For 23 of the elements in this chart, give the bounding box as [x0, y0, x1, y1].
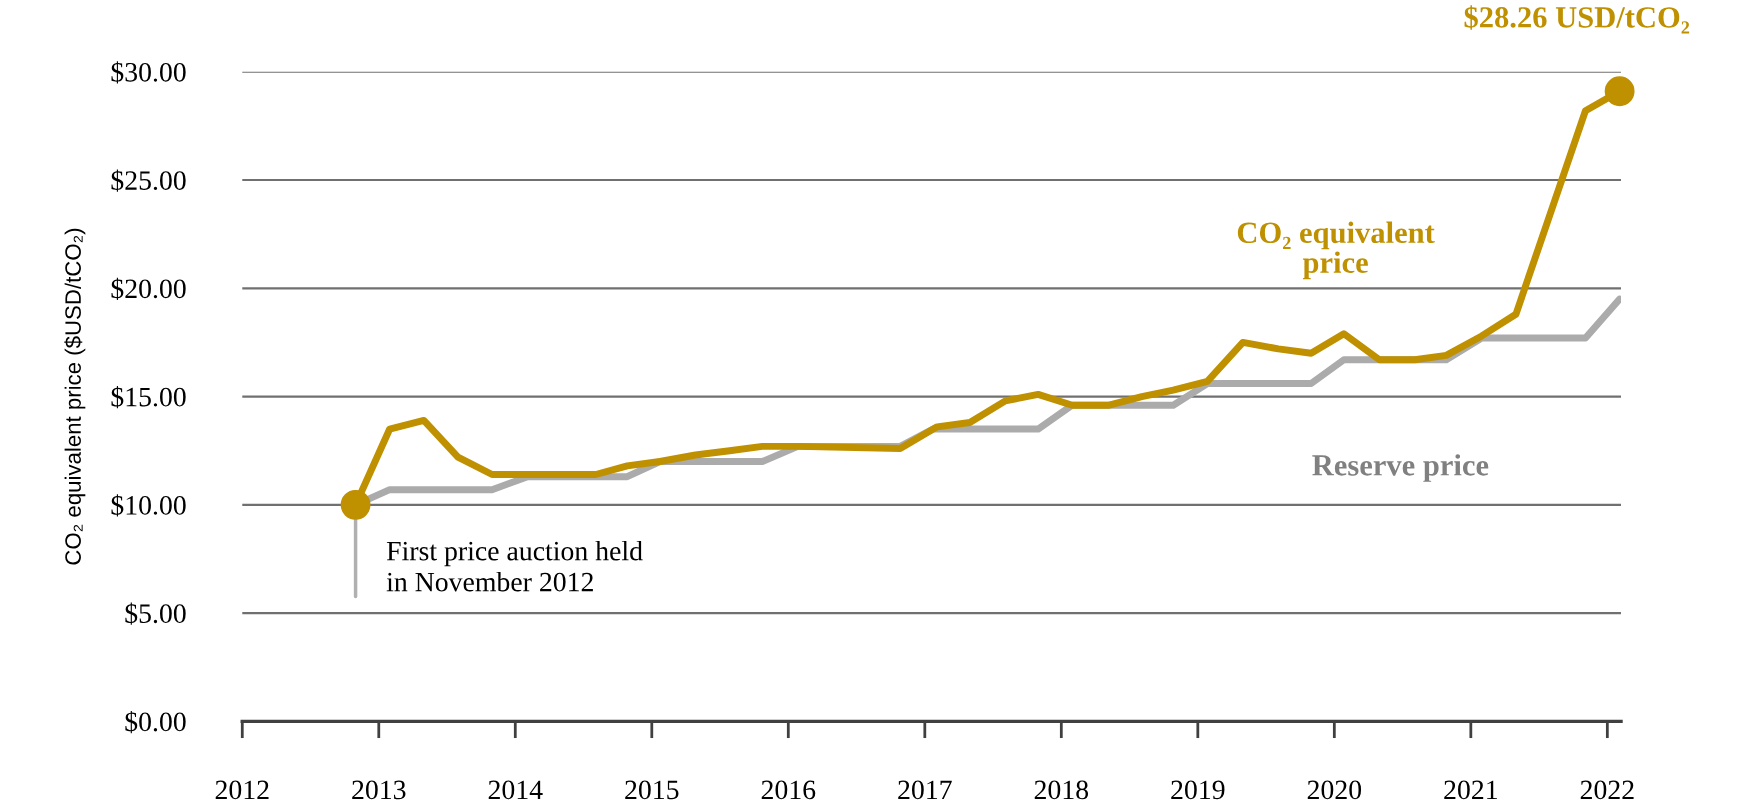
y-axis-title: CO₂ equivalent price ($USD/tCO₂) — [64, 228, 86, 565]
text: CO₂ equivalent price — [1237, 221, 1435, 280]
x-tick-label: 2019 — [1171, 780, 1225, 800]
x-tick-label: 2013 — [352, 780, 406, 800]
x-tick-label: 2014 — [488, 780, 543, 800]
y-tick-label: $5.00 — [125, 602, 186, 625]
annotation: First price auction held in November 2012 — [386, 540, 643, 592]
x-tick-label: 2018 — [1034, 780, 1089, 800]
y-tick-label: $30.00 — [111, 61, 186, 84]
x-tick-label: 2021 — [1444, 780, 1497, 800]
y-tick-label: $0.00 — [125, 710, 186, 734]
x-tick-label: 2016 — [761, 780, 816, 800]
y-tick-label: $20.00 — [111, 277, 186, 301]
x-tick-label: 2017 — [898, 780, 952, 800]
x-tick-label: 2015 — [625, 780, 679, 800]
x-tick-label: 2020 — [1307, 780, 1362, 800]
y-tick-label: $25.00 — [111, 169, 186, 192]
text: $28.26 USD/tCO₂ — [1464, 5, 1690, 34]
x-tick-label: 2022 — [1580, 780, 1634, 800]
y-tick-label: $15.00 — [111, 386, 186, 409]
text: Reserve price — [1312, 454, 1489, 482]
y-tick-label: $10.00 — [111, 494, 186, 517]
x-tick-label: 2012 — [215, 780, 269, 800]
